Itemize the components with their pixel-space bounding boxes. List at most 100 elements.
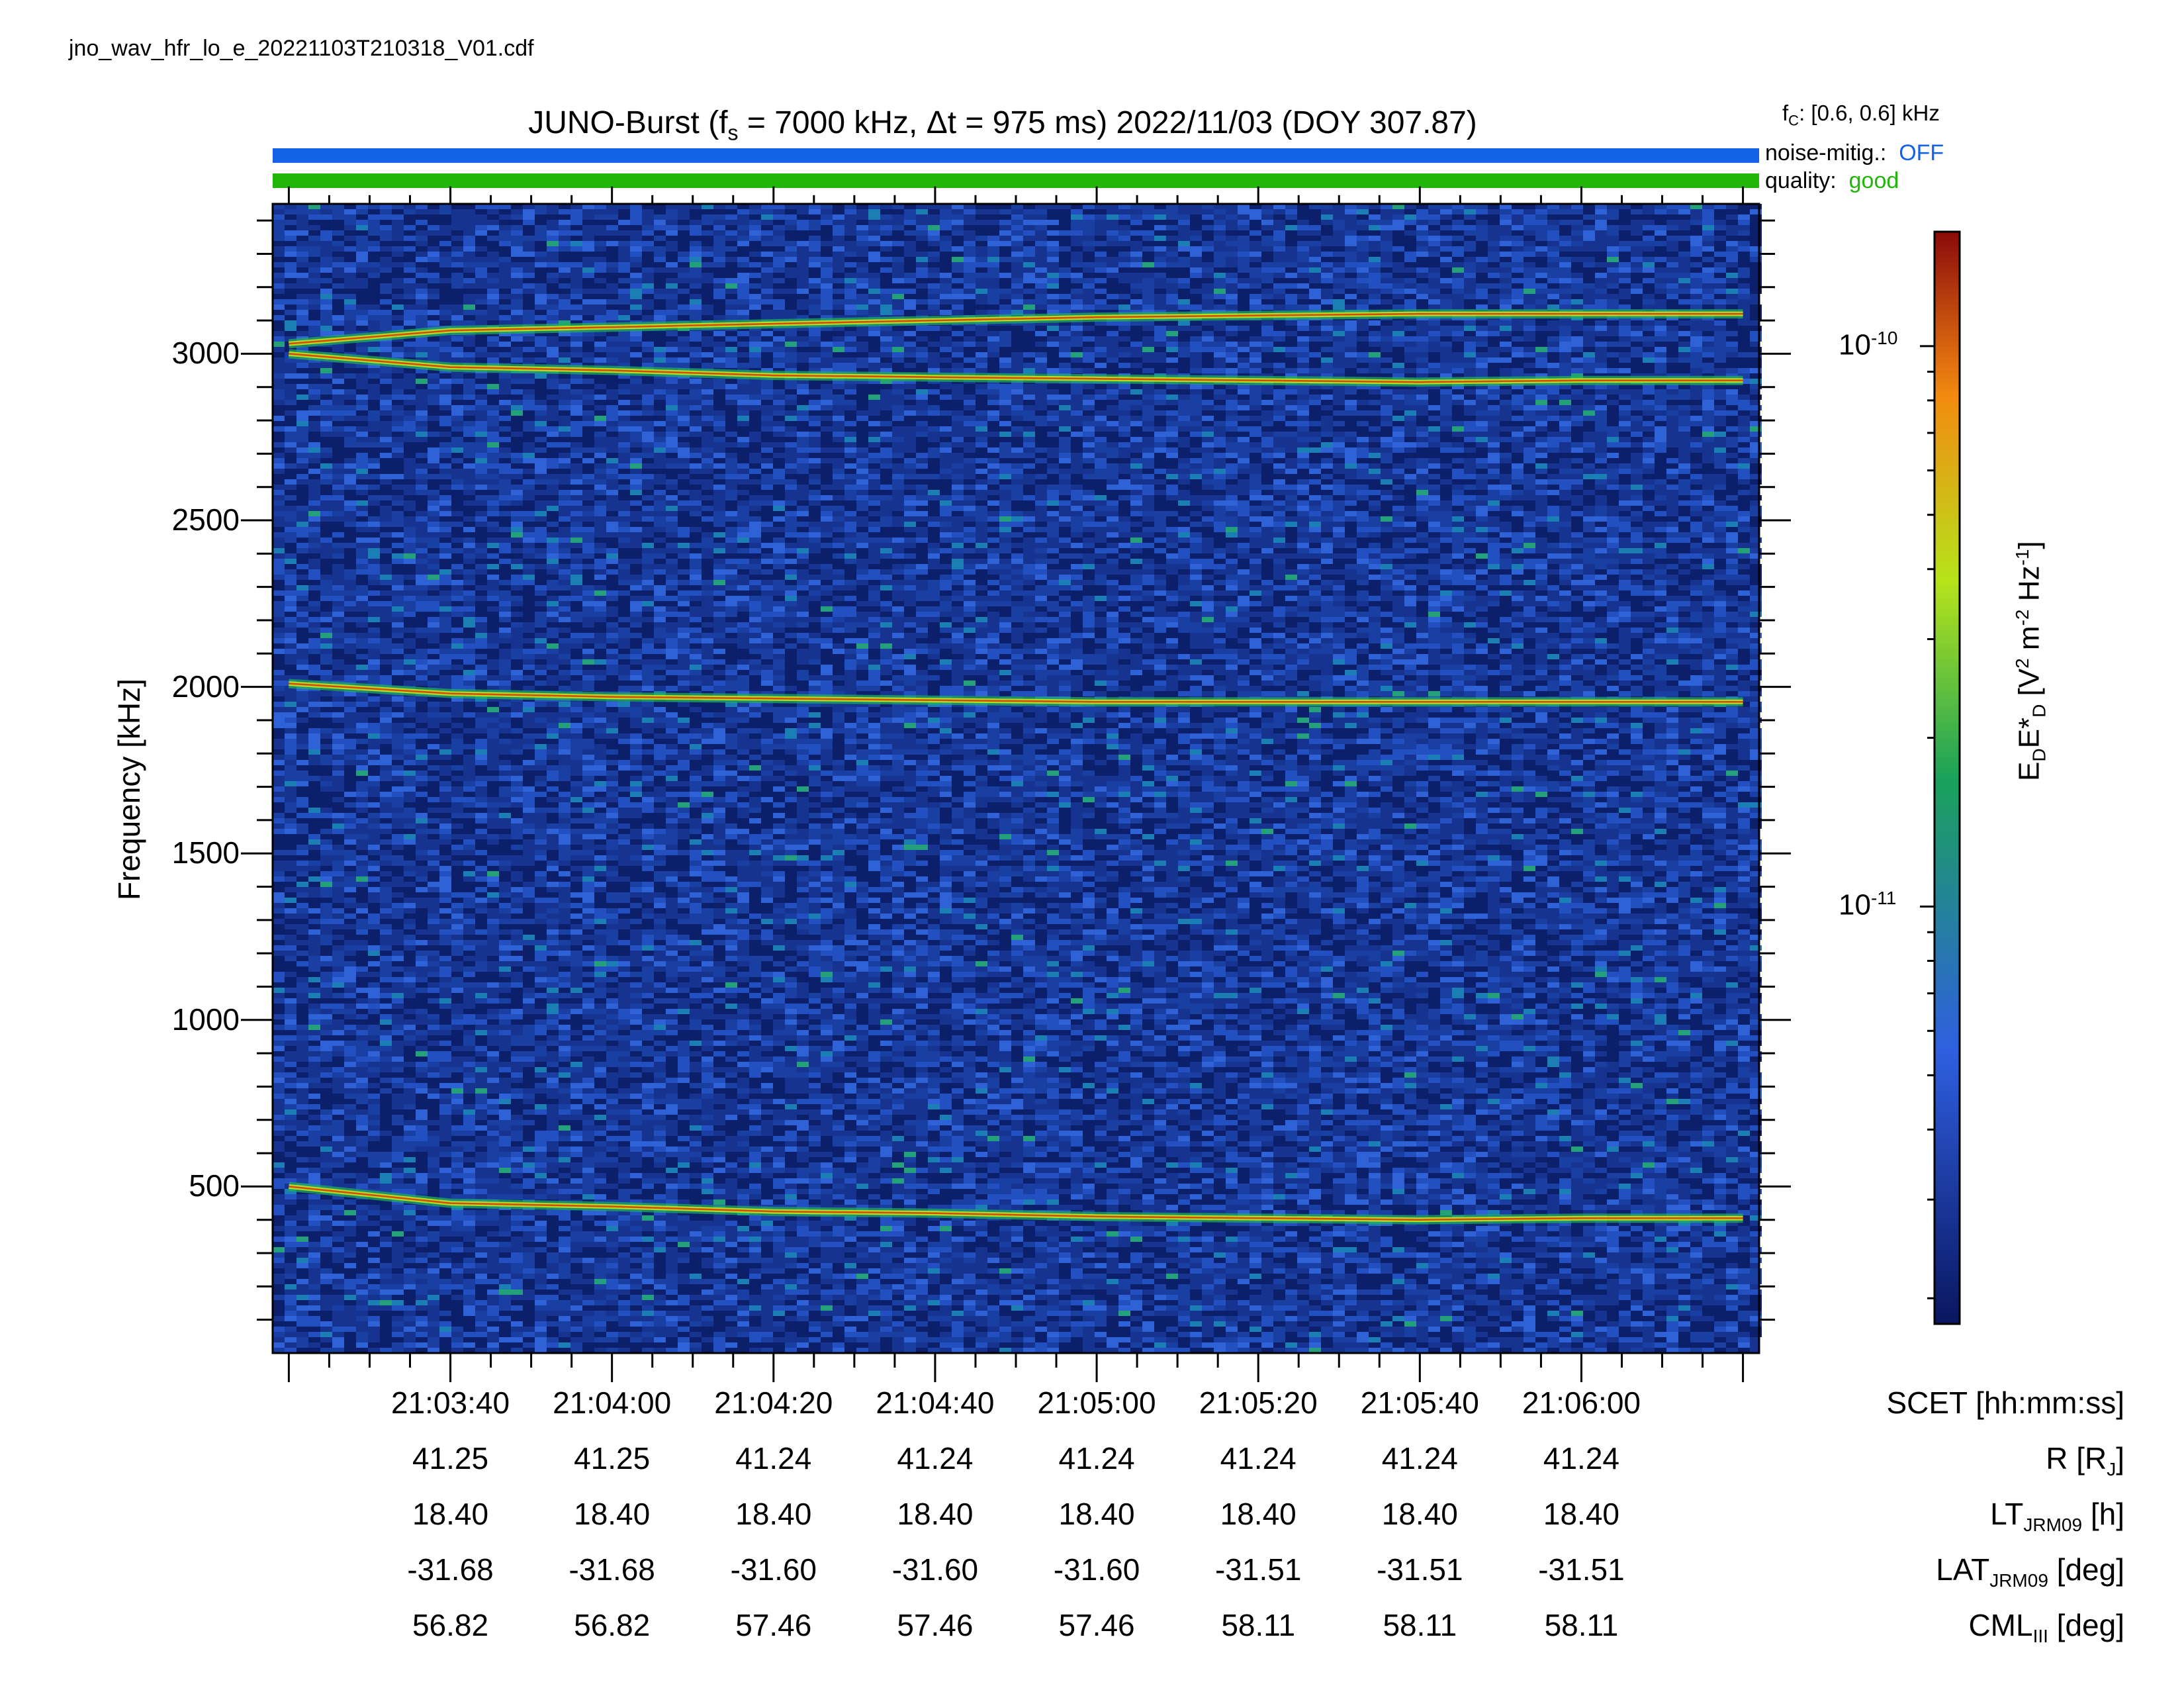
heatmap-cell [1130,252,1142,257]
heatmap-cell [773,469,785,474]
heatmap-cell [1702,410,1714,416]
heatmap-cell [1559,426,1571,432]
heatmap-cell [582,294,594,299]
heatmap-cell [1238,252,1250,257]
heatmap-cell [1631,305,1643,310]
heatmap-cell [1190,368,1202,373]
heatmap-cell [428,432,439,437]
heatmap-cell [713,209,725,214]
heatmap-cell [1250,421,1261,426]
heatmap-cell [1011,426,1023,432]
heatmap-cell [1345,432,1357,437]
heatmap-cell [1047,209,1059,214]
heatmap-cell [1547,405,1559,410]
heatmap-cell [737,267,749,273]
heatmap-cell [713,421,725,426]
heatmap-cell [332,310,344,315]
heatmap-cell [1285,214,1297,220]
heatmap-cell [785,331,797,336]
heatmap-cell [1535,442,1547,447]
heatmap-cell [1059,426,1071,432]
heatmap-cell [1226,273,1238,278]
heatmap-cell [1559,326,1571,331]
heatmap-cell [642,426,654,432]
heatmap-cell [416,257,428,262]
heatmap-cell [916,299,928,305]
heatmap-cell [1452,426,1464,432]
heatmap-cell [1166,209,1178,214]
heatmap-cell [928,326,940,331]
heatmap-cell [1452,421,1464,426]
heatmap-cell [1238,294,1250,299]
heatmap-cell [809,347,821,352]
heatmap-cell [630,209,642,214]
heatmap-cell [666,230,678,236]
heatmap-cell [1535,405,1547,410]
heatmap-cell [380,463,392,469]
heatmap-cell [1524,485,1535,490]
heatmap-cell [1369,474,1381,479]
heatmap-cell [797,395,809,400]
heatmap-cell [1285,421,1297,426]
heatmap-cell [487,294,499,299]
heatmap-cell [451,485,463,490]
heatmap-cell [630,458,642,463]
heatmap-cell [1309,347,1321,352]
heatmap-cell [1226,453,1238,458]
heatmap-cell [1643,326,1655,331]
heatmap-cell [1285,368,1297,373]
heatmap-cell [1369,305,1381,310]
heatmap-cell [1440,469,1452,474]
heatmap-cell [404,246,416,252]
heatmap-cell [332,278,344,283]
heatmap-cell [416,432,428,437]
heatmap-cell [821,410,833,416]
heatmap-cell [1392,416,1404,421]
heatmap-cell [630,246,642,252]
heatmap-cell [916,479,928,485]
heatmap-cell [416,278,428,283]
heatmap-cell [868,447,880,453]
heatmap-cell [1202,326,1214,331]
heatmap-cell [428,442,439,447]
heatmap-cell [940,230,952,236]
heatmap-cell [1297,458,1309,463]
heatmap-cell [1619,405,1631,410]
heatmap-cell [892,453,904,458]
heatmap-cell [809,331,821,336]
heatmap-cell [428,262,439,267]
heatmap-cell [1655,320,1666,326]
heatmap-cell [404,447,416,453]
heatmap-cell [642,379,654,384]
heatmap-cell [1154,214,1166,220]
heatmap-cell [320,310,332,315]
heatmap-cell [1321,225,1333,230]
heatmap-cell [1238,262,1250,267]
heatmap-cell [1547,225,1559,230]
heatmap-cell [1202,389,1214,395]
heatmap-cell [1535,389,1547,395]
heatmap-cell [428,352,439,357]
heatmap-cell [1655,352,1666,357]
heatmap-cell [1059,485,1071,490]
heatmap-cell [1250,209,1261,214]
heatmap-cell [1452,209,1464,214]
heatmap-cell [1273,320,1285,326]
heatmap-cell [1392,426,1404,432]
heatmap-cell [1238,326,1250,331]
heatmap-cell [1226,469,1238,474]
heatmap-cell [1059,405,1071,410]
heatmap-cell [1416,230,1428,236]
heatmap-cell [666,294,678,299]
heatmap-cell [678,331,690,336]
heatmap-cell [1547,336,1559,342]
heatmap-cell [892,326,904,331]
heatmap-cell [1238,389,1250,395]
heatmap-cell [737,410,749,416]
heatmap-cell [1464,305,1476,310]
heatmap-cell [475,474,487,479]
heatmap-cell [1547,267,1559,273]
heatmap-cell [404,230,416,236]
heatmap-cell [1321,463,1333,469]
heatmap-cell [1142,405,1154,410]
